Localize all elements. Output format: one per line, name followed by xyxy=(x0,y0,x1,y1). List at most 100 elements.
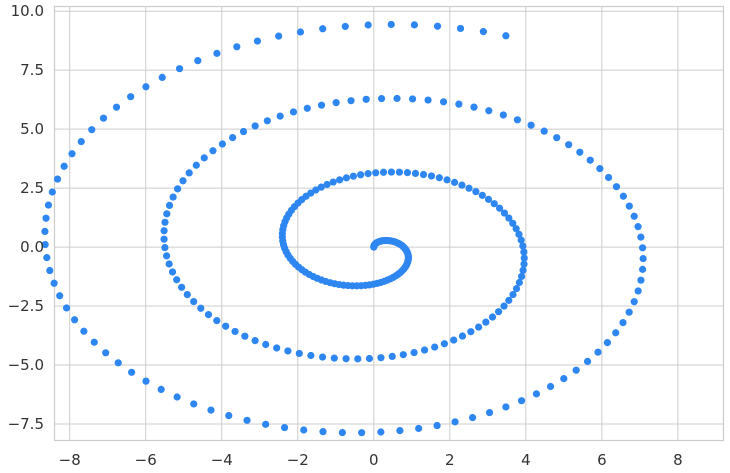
data-point xyxy=(165,201,174,210)
data-point xyxy=(213,317,221,325)
data-point xyxy=(338,428,346,437)
data-point xyxy=(472,188,480,196)
y-tick-label: 2.5 xyxy=(20,179,44,197)
data-point xyxy=(112,103,121,111)
data-point xyxy=(532,390,541,398)
data-point xyxy=(485,409,494,417)
data-point xyxy=(332,99,340,107)
data-point xyxy=(185,169,193,177)
grid-lines xyxy=(54,6,724,441)
data-point xyxy=(465,184,473,192)
data-point xyxy=(289,108,298,116)
data-point xyxy=(243,416,251,424)
data-point xyxy=(48,188,56,196)
data-point xyxy=(46,266,54,275)
x-tick-label: 4 xyxy=(521,451,531,469)
data-point xyxy=(505,296,513,304)
data-point xyxy=(364,21,372,29)
data-point xyxy=(520,260,528,268)
data-point xyxy=(362,95,370,103)
data-point xyxy=(342,355,350,363)
data-point xyxy=(377,94,386,103)
data-point xyxy=(560,375,568,383)
data-point xyxy=(192,161,200,169)
data-point xyxy=(478,191,486,199)
data-point xyxy=(604,173,613,182)
data-point xyxy=(410,348,418,357)
data-point xyxy=(197,304,205,312)
data-point xyxy=(586,156,594,164)
data-point xyxy=(468,413,477,422)
data-point xyxy=(388,352,396,361)
data-point xyxy=(583,357,592,366)
data-point xyxy=(512,225,520,233)
data-point xyxy=(424,96,432,104)
data-point xyxy=(142,83,150,91)
y-tick-label: −2.5 xyxy=(8,297,44,315)
data-point xyxy=(520,248,528,256)
data-point xyxy=(158,73,166,81)
data-point xyxy=(513,116,522,124)
data-point xyxy=(403,169,412,177)
data-point xyxy=(519,242,527,250)
data-point xyxy=(639,265,647,273)
data-point xyxy=(415,424,423,433)
data-point xyxy=(303,104,311,112)
data-point xyxy=(280,423,289,432)
data-point xyxy=(241,332,249,340)
data-point xyxy=(204,311,213,319)
data-point xyxy=(455,100,463,108)
x-axis-ticks: −8 −6 −4 −2 0 2 4 6 8 xyxy=(59,451,683,469)
data-point xyxy=(263,117,271,125)
data-point xyxy=(379,168,388,176)
data-point xyxy=(347,97,355,105)
data-point xyxy=(515,278,523,287)
x-tick-label: 8 xyxy=(673,451,683,469)
y-tick-label: 5.0 xyxy=(20,120,44,138)
data-point xyxy=(312,186,320,194)
data-point xyxy=(163,210,171,218)
data-point xyxy=(275,32,283,40)
data-point xyxy=(342,174,350,182)
data-point xyxy=(603,339,611,347)
data-point xyxy=(419,170,428,179)
data-point xyxy=(319,428,327,436)
data-point xyxy=(494,308,503,316)
data-point xyxy=(80,327,88,335)
data-point xyxy=(439,98,448,106)
data-point xyxy=(183,290,191,299)
y-tick-label: −7.5 xyxy=(8,415,44,433)
data-point xyxy=(207,406,215,414)
data-point xyxy=(239,127,248,136)
data-point xyxy=(233,43,241,51)
data-point xyxy=(323,180,331,189)
data-point xyxy=(251,336,259,345)
data-point xyxy=(499,111,507,119)
data-point xyxy=(431,343,439,351)
data-point xyxy=(319,25,327,33)
data-point xyxy=(387,20,395,29)
data-point xyxy=(490,200,498,208)
data-point xyxy=(433,421,441,430)
data-point xyxy=(307,351,315,360)
data-point xyxy=(451,418,459,426)
data-point xyxy=(90,338,98,346)
data-point xyxy=(336,176,344,184)
data-point xyxy=(165,260,173,268)
data-point xyxy=(395,168,404,176)
data-point xyxy=(396,426,404,435)
data-point xyxy=(527,121,535,129)
data-point xyxy=(488,313,497,321)
data-point xyxy=(114,359,122,367)
data-point xyxy=(43,254,51,262)
data-point xyxy=(209,147,217,155)
data-point xyxy=(190,400,198,408)
y-axis-ticks: −7.5 −5.0 −2.5 0.0 2.5 5.0 7.5 10.0 xyxy=(8,2,44,433)
data-point xyxy=(365,354,374,363)
data-point xyxy=(142,377,150,385)
data-point xyxy=(88,126,96,134)
data-point xyxy=(427,172,436,180)
data-point xyxy=(44,201,53,209)
x-tick-label: 0 xyxy=(369,451,379,469)
data-point xyxy=(231,327,239,336)
